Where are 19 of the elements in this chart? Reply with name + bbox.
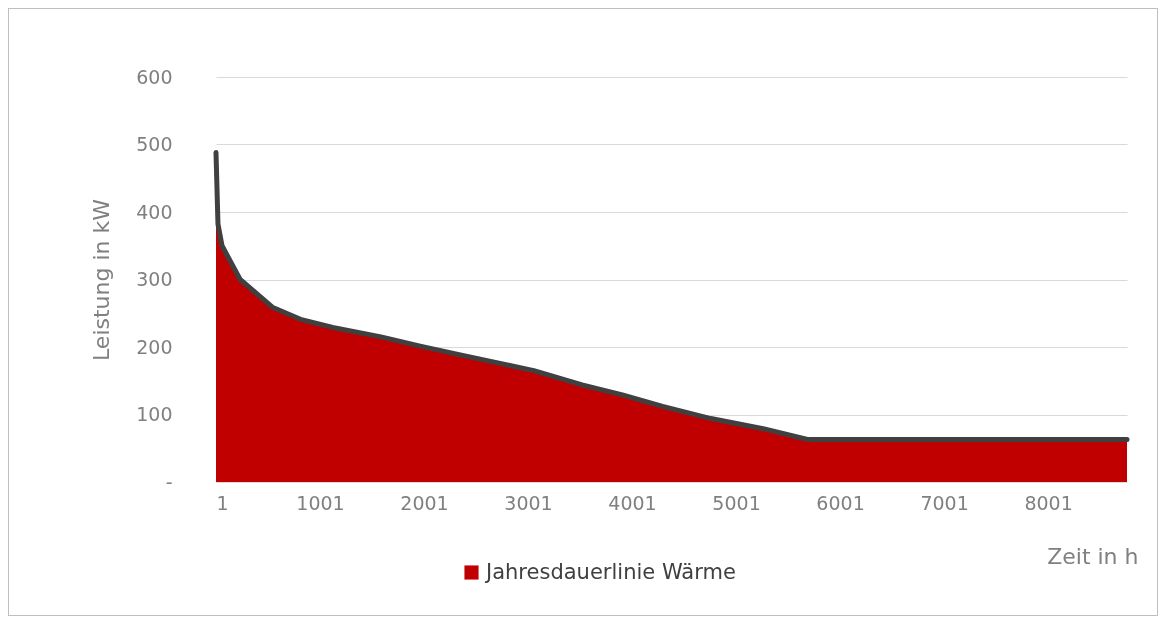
y-tick-label: 400: [136, 200, 173, 223]
x-tick-label: 5001: [712, 491, 761, 514]
y-tick-label: 300: [136, 268, 173, 290]
x-tick-label: 6001: [816, 491, 865, 514]
legend-label: Jahresdauerlinie Wärme: [484, 559, 736, 584]
y-tick-label: 600: [136, 65, 173, 88]
x-tick-label: 4001: [608, 491, 657, 514]
y-tick-label: 200: [136, 335, 173, 358]
x-tick-label: 8001: [1024, 491, 1073, 514]
x-tick-label: 1: [216, 491, 229, 514]
y-tick-label: 100: [136, 403, 173, 425]
x-axis-title: Zeit in h: [1047, 543, 1139, 569]
y-tick-label: 500: [136, 133, 173, 155]
x-tick-label: 2001: [400, 491, 449, 514]
x-tick-label: 7001: [920, 491, 969, 514]
y-axis-title: Leistung in kW: [89, 198, 115, 361]
x-tick-label: 3001: [504, 491, 553, 514]
y-tick-label: -: [165, 470, 173, 493]
x-tick-label: 1001: [296, 491, 345, 514]
